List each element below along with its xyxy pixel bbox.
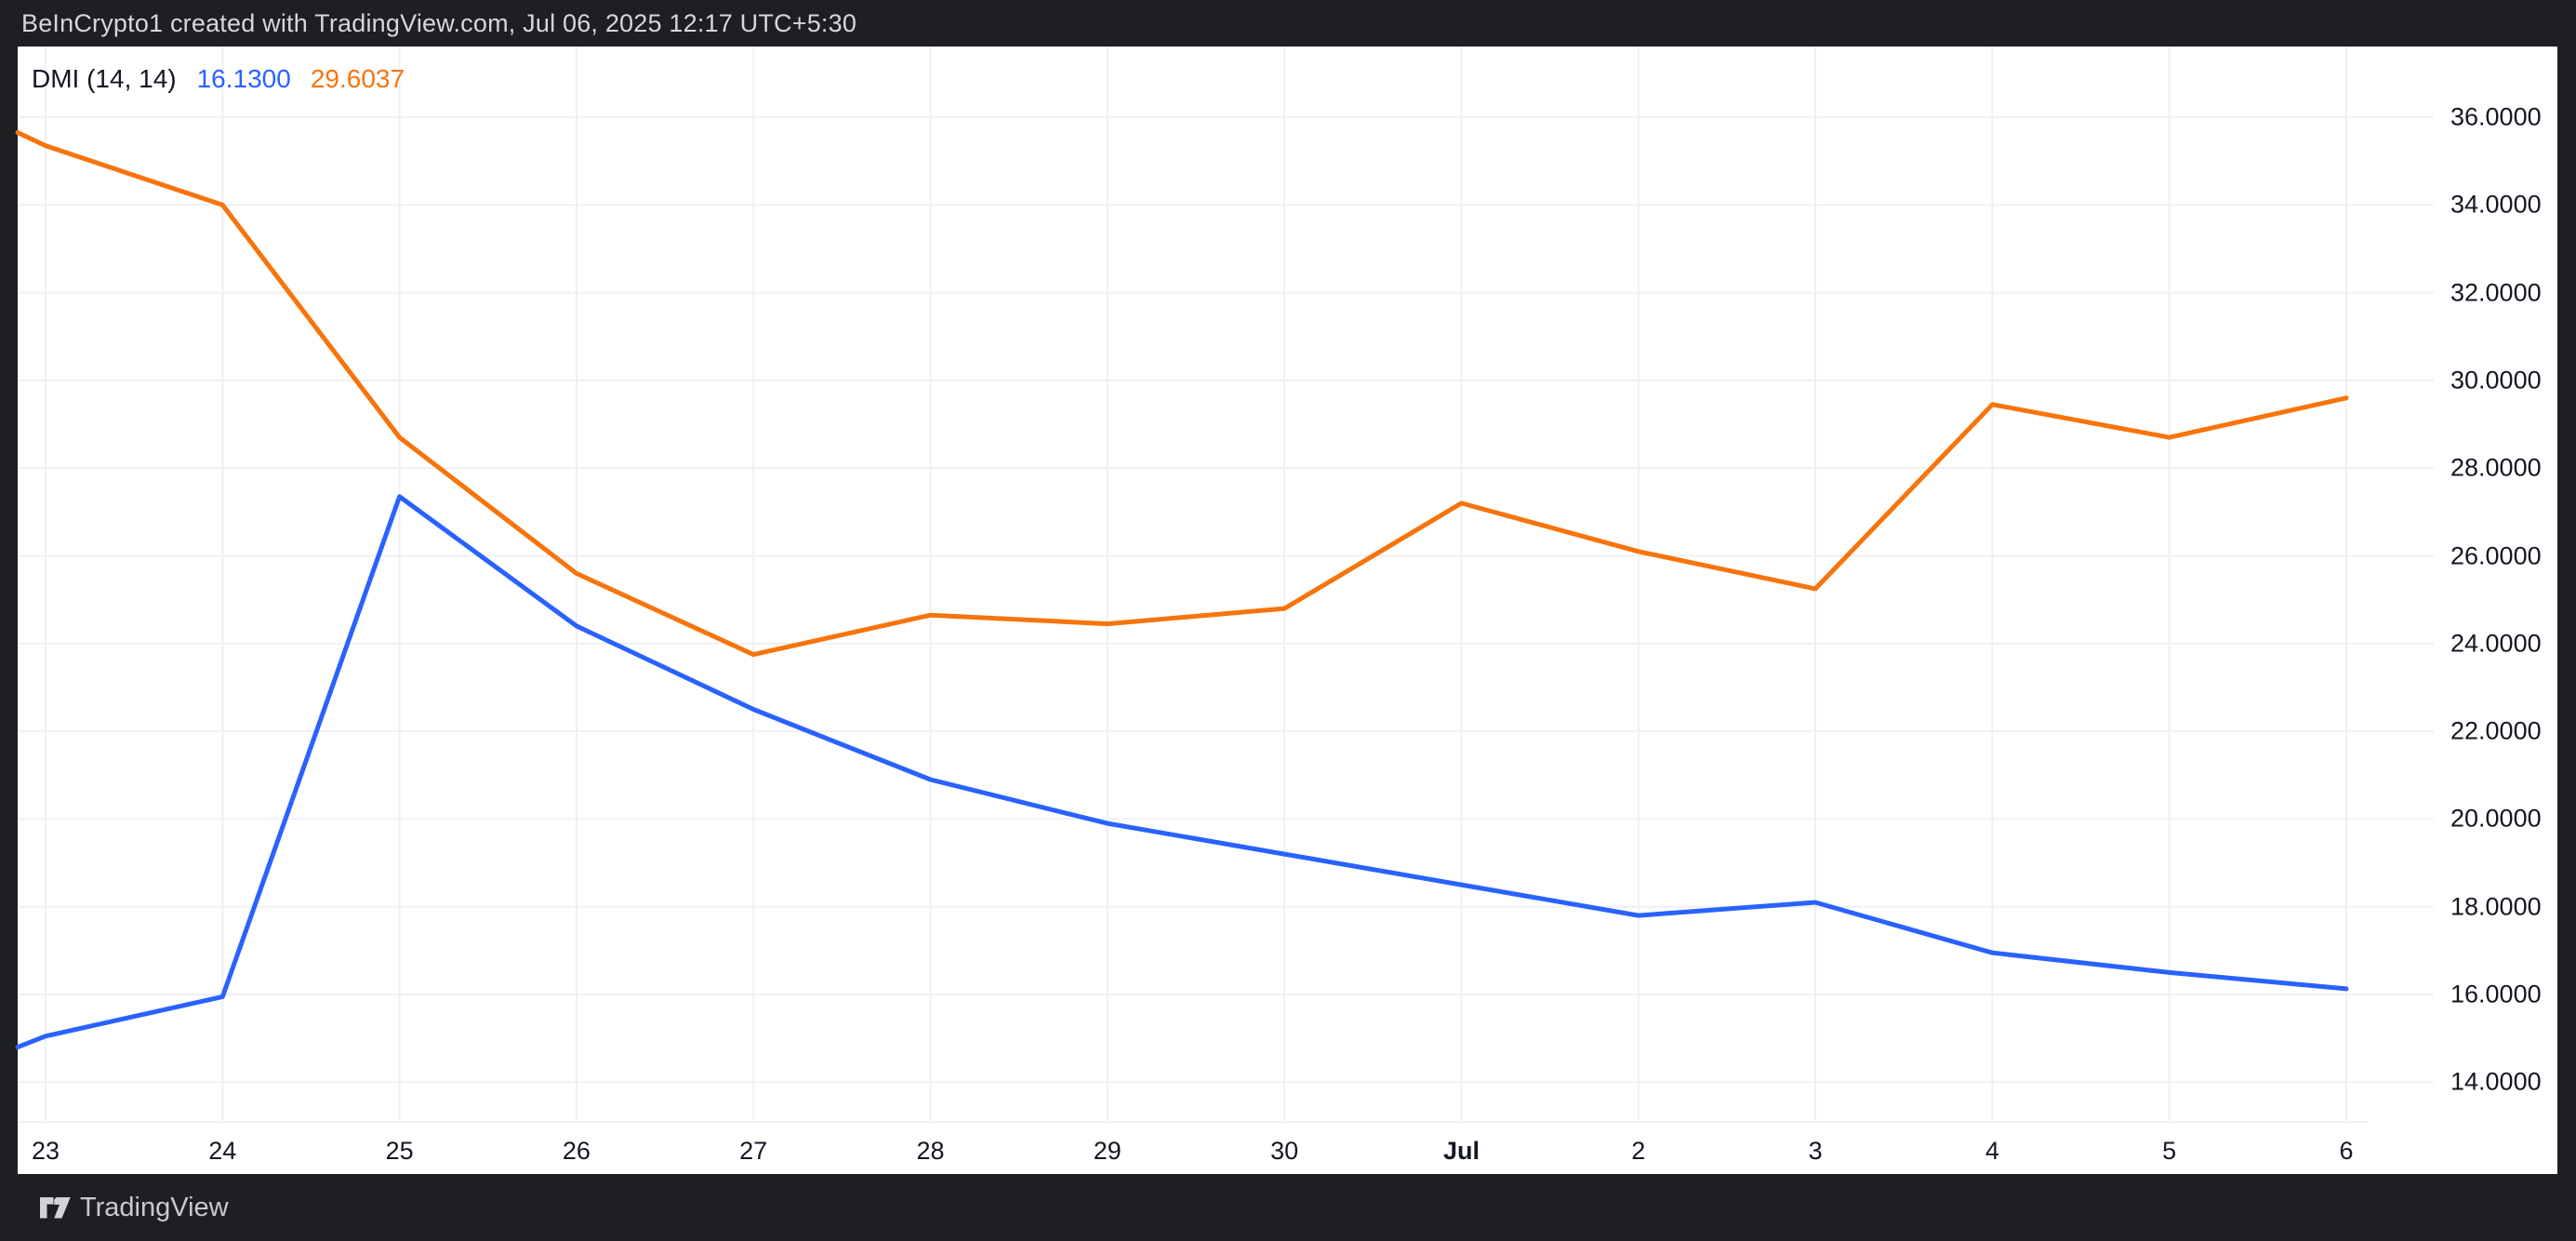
price-axis-label: 32.0000	[2450, 278, 2542, 307]
time-axis-label: 2	[1631, 1137, 1646, 1165]
time-axis-label: 3	[1808, 1137, 1823, 1165]
price-axis-label: 34.0000	[2450, 190, 2542, 219]
indicator-legend[interactable]: DMI (14, 14) 16.1300 29.6037	[32, 63, 405, 95]
chart-pane[interactable]	[18, 47, 2557, 1174]
tradingview-brand-text[interactable]: TradingView	[80, 1192, 229, 1222]
time-axis-label: 6	[2339, 1137, 2354, 1165]
indicator-title[interactable]: DMI (14, 14)	[32, 64, 177, 93]
attribution-bar: BeInCrypto1 created with TradingView.com…	[0, 0, 2576, 47]
minus-di-value: 29.6037	[310, 64, 405, 93]
price-axis-label: 14.0000	[2450, 1067, 2542, 1096]
tradingview-logo-icon[interactable]	[40, 1196, 71, 1219]
footer-bar: TradingView	[0, 1174, 2576, 1241]
price-axis-label: 30.0000	[2450, 366, 2542, 394]
price-axis-label: 16.0000	[2450, 980, 2542, 1008]
price-axis-label: 24.0000	[2450, 629, 2542, 658]
price-axis-label: 36.0000	[2450, 102, 2542, 131]
time-axis-label: 5	[2162, 1137, 2177, 1165]
time-axis-label: 27	[739, 1137, 768, 1165]
price-axis-label: 20.0000	[2450, 804, 2542, 833]
price-axis-label: 26.0000	[2450, 541, 2542, 569]
price-axis-label: 22.0000	[2450, 716, 2542, 745]
time-axis-label: 25	[385, 1137, 414, 1165]
time-axis-label: 24	[208, 1137, 237, 1165]
price-axis-label: 18.0000	[2450, 892, 2542, 921]
time-axis-label: Jul	[1442, 1137, 1481, 1165]
attribution-text: BeInCrypto1 created with TradingView.com…	[21, 8, 857, 37]
plus-di-value: 16.1300	[196, 64, 291, 93]
time-axis-label: 23	[31, 1137, 60, 1165]
time-axis-label: 4	[1985, 1137, 1999, 1165]
time-axis-label: 26	[562, 1137, 591, 1165]
time-axis-label: 28	[916, 1137, 945, 1165]
time-axis-label: 29	[1093, 1137, 1122, 1165]
time-axis-label: 30	[1270, 1137, 1299, 1165]
price-axis-label: 28.0000	[2450, 453, 2542, 482]
